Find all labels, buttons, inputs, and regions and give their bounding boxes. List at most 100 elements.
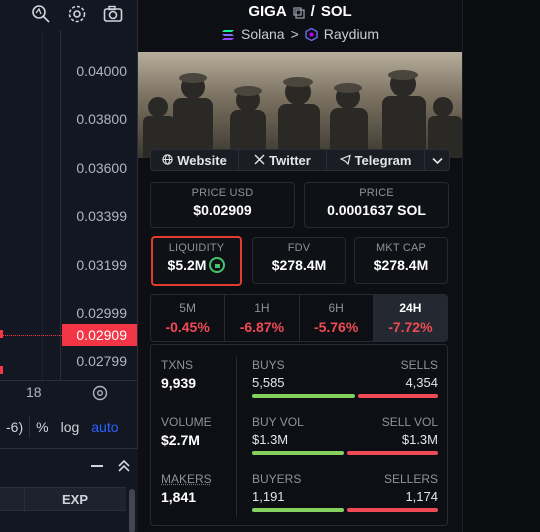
volume-split-stat: BUY VOL SELL VOL $1.3M $1.3M — [252, 415, 438, 455]
fdv-card: FDV $278.4M — [252, 237, 346, 284]
website-link[interactable]: Website — [151, 150, 239, 170]
price-axis[interactable]: 0.04000 0.03800 0.03600 0.03399 0.03199 … — [62, 0, 137, 380]
volume-split-bar — [252, 451, 438, 455]
trade-stats: TXNS 9,939 VOLUME $2.7M MAKERS 1,841 BUY… — [150, 344, 448, 526]
settings-icon[interactable] — [91, 384, 109, 402]
price-tick: 0.02799 — [76, 353, 127, 369]
sells-value: 4,354 — [405, 375, 438, 390]
chart-options: -6) % log auto — [0, 414, 138, 440]
buy-share — [252, 394, 355, 398]
grid-line — [42, 30, 43, 380]
volume-value: $2.7M — [161, 432, 212, 448]
minimize-icon[interactable] — [90, 459, 104, 478]
x-logo-icon — [254, 153, 265, 168]
collapse-up-icon[interactable] — [118, 459, 130, 478]
time-tick: 18 — [26, 384, 42, 400]
buys-sells-stat: BUYS SELLS 5,585 4,354 — [252, 358, 438, 398]
buy-share — [252, 508, 344, 512]
auto-toggle[interactable]: auto — [85, 419, 124, 435]
base-token: GIGA — [248, 3, 286, 20]
makers-value: 1,841 — [161, 489, 212, 505]
sell-vol-label: SELL VOL — [382, 415, 438, 429]
tab-label: 6H — [300, 301, 373, 315]
tab-change: -0.45% — [151, 319, 224, 335]
mkt-cap-label: MKT CAP — [355, 242, 447, 254]
sell-share — [358, 394, 438, 398]
globe-icon — [162, 153, 173, 168]
copy-icon[interactable] — [293, 6, 305, 18]
twitter-label: Twitter — [269, 153, 311, 168]
sell-vol-value: $1.3M — [402, 432, 438, 447]
txns-value: 9,939 — [161, 375, 196, 391]
telegram-icon — [340, 153, 351, 168]
social-links: Website Twitter Telegram — [150, 149, 450, 171]
dex-name[interactable]: Raydium — [324, 26, 379, 42]
buy-vol-value: $1.3M — [252, 432, 288, 447]
fdv-label: FDV — [253, 242, 345, 254]
buys-label: BUYS — [252, 358, 285, 372]
pair-separator: / — [311, 3, 315, 20]
volume-label: VOLUME — [161, 415, 212, 429]
buys-value: 5,585 — [252, 375, 285, 390]
price-tick: 0.03600 — [76, 160, 127, 176]
price-tick: 0.03399 — [76, 208, 127, 224]
bottom-panel: EXP — [0, 448, 138, 532]
makers-stat: MAKERS 1,841 — [161, 472, 212, 505]
fdv-value: $278.4M — [253, 257, 345, 273]
price-sol-label: PRICE — [305, 187, 448, 199]
more-links-dropdown[interactable] — [425, 150, 449, 170]
magic-search-icon[interactable] — [30, 3, 52, 25]
makers-label[interactable]: MAKERS — [161, 472, 212, 486]
candle-mark — [0, 366, 3, 374]
column-divider — [24, 488, 25, 512]
tab-5m[interactable]: 5M -0.45% — [151, 295, 225, 341]
liquidity-value: $5.2M — [168, 257, 207, 273]
range-option[interactable]: -6) — [0, 419, 29, 435]
price-usd-label: PRICE USD — [151, 187, 294, 199]
website-label: Website — [177, 153, 227, 168]
price-usd-value: $0.02909 — [151, 202, 294, 218]
price-usd-card: PRICE USD $0.02909 — [150, 182, 295, 228]
sellers-label: SELLERS — [384, 472, 438, 486]
txns-stat: TXNS 9,939 — [161, 358, 196, 391]
liquidity-card: LIQUIDITY $5.2M — [151, 236, 242, 286]
tab-24h[interactable]: 24H -7.72% — [374, 295, 447, 341]
sell-share — [347, 508, 438, 512]
lock-icon[interactable] — [209, 257, 225, 273]
column-header-exp[interactable]: EXP — [62, 492, 88, 507]
chevron-right-icon: > — [291, 26, 299, 42]
price-tick: 0.02999 — [76, 305, 127, 321]
chevron-down-icon — [432, 153, 443, 168]
tab-label: 24H — [374, 301, 447, 315]
tab-1h[interactable]: 1H -6.87% — [225, 295, 299, 341]
buy-vol-label: BUY VOL — [252, 415, 304, 429]
volume-stat: VOLUME $2.7M — [161, 415, 212, 448]
time-axis[interactable]: 18 — [0, 380, 138, 404]
log-toggle[interactable]: log — [55, 419, 86, 435]
pair-header: GIGA / SOL Solana > Raydium — [138, 0, 462, 52]
tab-change: -7.72% — [374, 319, 447, 335]
chain-name[interactable]: Solana — [241, 26, 285, 42]
token-banner-image — [138, 52, 462, 158]
quote-token: SOL — [321, 3, 352, 20]
panel-controls — [90, 459, 130, 478]
sells-label: SELLS — [401, 358, 438, 372]
price-sol-value: 0.0001637 SOL — [305, 202, 448, 218]
tab-6h[interactable]: 6H -5.76% — [300, 295, 374, 341]
buyers-value: 1,191 — [252, 489, 285, 504]
mkt-cap-card: MKT CAP $278.4M — [354, 237, 448, 284]
price-chart[interactable]: 0.04000 0.03800 0.03600 0.03399 0.03199 … — [0, 0, 138, 532]
tab-change: -6.87% — [225, 319, 298, 335]
buys-sells-bar — [252, 394, 438, 398]
sell-share — [347, 451, 439, 455]
buy-share — [252, 451, 344, 455]
timeframe-tabs: 5M -0.45% 1H -6.87% 6H -5.76% 24H -7.72% — [150, 294, 448, 342]
telegram-link[interactable]: Telegram — [327, 150, 425, 170]
txns-label: TXNS — [161, 358, 196, 372]
twitter-link[interactable]: Twitter — [239, 150, 327, 170]
tab-change: -5.76% — [300, 319, 373, 335]
candle-mark — [0, 330, 3, 338]
percent-toggle[interactable]: % — [30, 419, 54, 435]
scrollbar[interactable] — [129, 489, 135, 532]
